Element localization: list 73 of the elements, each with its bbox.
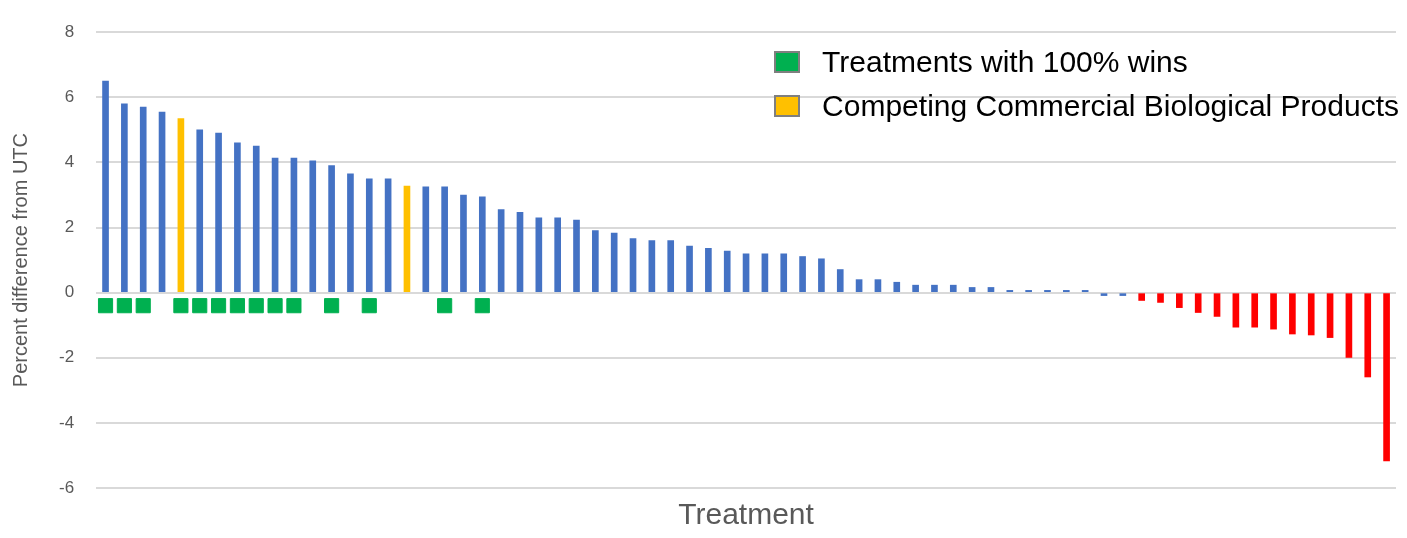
bar [271, 157, 279, 292]
bar [365, 178, 373, 292]
y-tick-label: 4 [64, 152, 75, 172]
bar [855, 279, 863, 292]
bar [102, 80, 109, 292]
bar [1345, 293, 1353, 358]
bar [290, 157, 298, 292]
bar [723, 250, 731, 292]
bar [780, 253, 788, 292]
bar [968, 287, 976, 292]
bar [987, 287, 995, 292]
bar [158, 111, 166, 292]
y-axis-title: Percent difference from UTC [8, 133, 31, 388]
bar [1138, 293, 1146, 301]
bar [1270, 293, 1277, 330]
bar [384, 178, 392, 292]
bar [516, 211, 524, 292]
bar [592, 230, 599, 292]
bar [629, 238, 637, 292]
x-axis-title: Treatment [678, 497, 815, 531]
bar [1251, 293, 1259, 328]
bar [535, 217, 543, 292]
bar [573, 219, 580, 292]
bar [949, 284, 957, 292]
bar [121, 103, 128, 292]
bar [818, 258, 825, 292]
bar [1176, 293, 1183, 308]
bar [1100, 293, 1108, 296]
bar [1194, 293, 1202, 313]
bar [441, 186, 448, 292]
bar [1326, 293, 1334, 338]
legend-label: Treatments with 100% wins [822, 44, 1188, 80]
bar [177, 118, 185, 292]
bar [799, 256, 806, 292]
bar [1364, 293, 1372, 378]
bar [1289, 293, 1296, 335]
bar [234, 142, 241, 292]
bar [139, 106, 147, 292]
bar [705, 248, 712, 292]
bar [667, 240, 675, 292]
bar [554, 217, 561, 292]
y-tick-label: -2 [58, 347, 75, 367]
y-tick-label: -4 [58, 412, 75, 432]
bar [912, 284, 919, 292]
bar [215, 132, 222, 292]
bar [403, 185, 411, 292]
bar [309, 160, 317, 292]
y-tick-label: 6 [64, 87, 75, 106]
bar [686, 245, 693, 292]
bar [347, 173, 354, 292]
y-tick-label: -6 [58, 477, 75, 497]
bar [836, 269, 844, 292]
bar [610, 232, 618, 292]
y-tick-label: 8 [64, 21, 75, 41]
bar [196, 129, 204, 292]
legend-label: Competing Commercial Biological Products [822, 88, 1399, 124]
bar [648, 240, 656, 292]
bar [1157, 293, 1164, 303]
bar [478, 196, 486, 292]
bar [1383, 293, 1390, 462]
bar [874, 279, 882, 292]
bar [1119, 293, 1127, 296]
bar [497, 209, 505, 292]
bar [1307, 293, 1315, 336]
bar [931, 284, 938, 292]
y-tick-label: 2 [64, 217, 75, 237]
bar [1213, 293, 1221, 317]
bar [893, 281, 901, 292]
bar [252, 145, 260, 292]
y-tick-label: 0 [64, 282, 75, 302]
bar [460, 194, 467, 292]
bar [422, 186, 430, 292]
bar [328, 165, 335, 292]
